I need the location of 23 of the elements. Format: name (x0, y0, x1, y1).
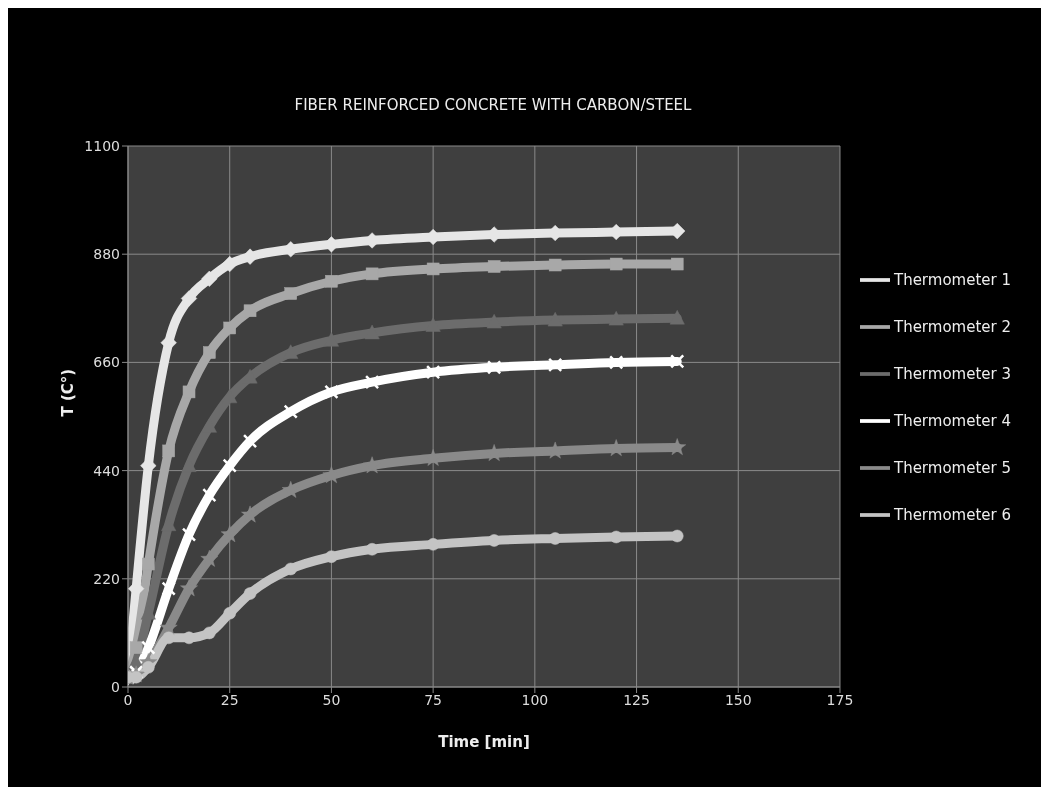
x-tick-label: 50 (322, 691, 341, 708)
legend-label: Thermometer 6 (893, 505, 1011, 524)
legend-label: Thermometer 5 (893, 458, 1011, 477)
y-tick-label: 880 (93, 246, 120, 263)
x-tick-label: 125 (623, 691, 650, 708)
x-tick-label: 175 (826, 691, 854, 708)
x-tick-label: 100 (521, 691, 549, 708)
x-tick-label: 0 (123, 691, 133, 708)
x-tick-label: 75 (424, 691, 443, 708)
legend-label: Thermometer 4 (893, 411, 1011, 430)
y-axis-title: T (C°) (59, 368, 78, 417)
y-tick-label: 1100 (84, 137, 120, 154)
y-tick-label: 660 (93, 354, 120, 371)
legend-label: Thermometer 3 (893, 364, 1011, 383)
x-axis-title: Time [min] (438, 733, 530, 751)
y-tick-label: 0 (111, 678, 120, 695)
y-tick-label: 220 (93, 570, 120, 587)
legend-label: Thermometer 2 (893, 317, 1011, 336)
x-tick-label: 25 (220, 691, 239, 708)
legend-label: Thermometer 1 (893, 270, 1011, 289)
y-tick-label: 440 (93, 462, 120, 479)
x-tick-label: 150 (724, 691, 752, 708)
chart-title: FIBER REINFORCED CONCRETE WITH CARBON/STEEL (293, 96, 693, 114)
